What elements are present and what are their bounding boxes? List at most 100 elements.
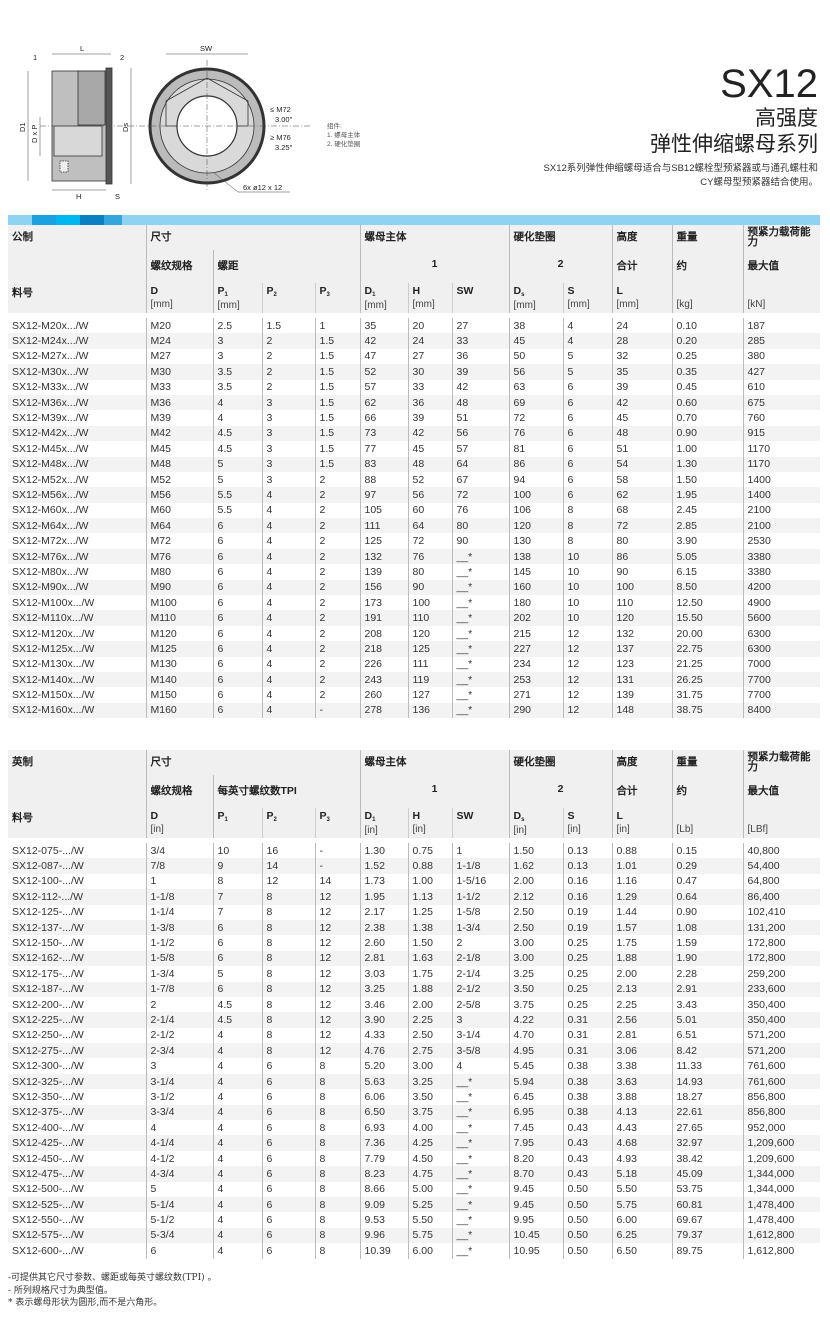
table-cell: 6 (212, 671, 262, 688)
col-symbol: D (364, 810, 373, 822)
table-cell: 1-1/4 (145, 904, 213, 920)
table-cell: 1.95 (359, 889, 408, 905)
table-cell: 380 (742, 348, 820, 365)
table-cell: 1,478,400 (742, 1212, 820, 1228)
table-cell: SX12-112-.../W (8, 889, 146, 905)
table-cell: 6 (261, 1243, 315, 1259)
table-cell: __* (451, 1135, 509, 1151)
table-cell: 260 (359, 687, 408, 703)
table-cell: 6 (212, 533, 262, 549)
table-cell: 80 (407, 564, 452, 580)
table-cell: 1,612,800 (742, 1243, 820, 1259)
table-cell: 5 (145, 1181, 213, 1197)
table-cell: 2 (314, 548, 360, 565)
col-symbol: H (412, 285, 421, 297)
table-cell: 36 (451, 348, 509, 365)
table-cell: 290 (508, 702, 563, 719)
table-cell: 72 (508, 410, 563, 426)
col-ds: Ds [in] (508, 808, 563, 838)
table-cell: 7 (212, 889, 262, 905)
table-cell: 4 (261, 671, 315, 688)
table-cell: 3 (261, 425, 315, 442)
table-cell: 1.00 (407, 873, 452, 890)
table-cell: __* (451, 1120, 509, 1136)
table-cell: M130 (145, 656, 213, 672)
table-cell: 761,600 (742, 1073, 820, 1090)
table-cell: 10 (562, 610, 612, 626)
table-cell: 1.52 (359, 858, 408, 874)
table-cell: 48 (611, 425, 672, 442)
table-cell: 1.30 (359, 843, 408, 859)
dim-sw-label: SW (200, 44, 213, 53)
table-cell: SX12-M30x.../W (8, 364, 146, 380)
table-cell: 8.50 (671, 579, 743, 596)
table-cell: - (314, 843, 360, 859)
unit-label: [Lb] (676, 824, 694, 835)
table-cell: 2-1/8 (451, 950, 509, 967)
table-cell: 5.94 (508, 1073, 563, 1090)
table-cell: 86,400 (742, 889, 820, 905)
table-cell: 6 (212, 641, 262, 657)
table-cell: 10.45 (508, 1227, 563, 1244)
table-cell: 0.16 (562, 889, 612, 905)
table-cell: 4.75 (407, 1166, 452, 1182)
component-legend: 组件: 1. 螺母主体 2. 硬化垫圈 (327, 122, 360, 149)
table-cell: 6 (261, 1166, 315, 1182)
table-cell: 5 (212, 456, 262, 472)
table-cell: 4 (212, 1181, 262, 1197)
header-part: 料号 (8, 808, 146, 838)
table-cell: __* (451, 610, 509, 626)
footnote: -可提供其它尺寸参数、螺距或每英寸螺纹数(TPI) 。 (8, 1273, 217, 1283)
table-cell: 102,410 (742, 904, 820, 920)
unit-label: [mm] (217, 300, 240, 311)
table-cell: 40,800 (742, 843, 820, 859)
table-cell: 22.75 (671, 641, 743, 657)
accent-block (80, 215, 104, 225)
table-cell: 2 (314, 564, 360, 580)
description-line: SX12系列弹性伸缩螺母适合与SB12螺栓型预紧器或与通孔螺柱和 (543, 163, 818, 174)
col-symbol: D (513, 810, 522, 822)
table-cell: 86 (508, 456, 563, 472)
spacer (8, 838, 820, 843)
legend-title: 组件: (327, 123, 342, 130)
table-cell: 8 (261, 966, 315, 982)
table-cell: 4 (261, 502, 315, 519)
table-cell: 24 (407, 333, 452, 349)
table-cell: 5 (212, 966, 262, 982)
table-cell: 156 (359, 579, 408, 596)
table-cell: 136 (407, 702, 452, 719)
table-cell: 100 (407, 595, 452, 611)
table-cell: 6 (562, 487, 612, 503)
table-cell: 6 (261, 1150, 315, 1167)
col-symbol: P (217, 810, 225, 822)
table-cell: 0.43 (562, 1135, 612, 1151)
table-row: SX12-375-.../W 3-3/4 4 6 8 6.50 3.75 __* 6.95 0.3… (8, 1104, 820, 1121)
unit-label: [kg] (676, 299, 693, 310)
table-cell: 4.76 (359, 1043, 408, 1059)
table-cell: 2 (314, 533, 360, 549)
table-cell: 0.70 (671, 410, 743, 426)
footnote: - 所列规格尺寸为典型值。 (8, 1285, 113, 1296)
table-cell: 0.31 (562, 1012, 612, 1028)
table-cell: 0.15 (671, 843, 743, 859)
table-cell: 2.50 (407, 1027, 452, 1044)
table-cell: 4 (212, 1166, 262, 1182)
m76-label: ≥ M76 (270, 133, 291, 142)
table-cell: 12 (562, 702, 612, 719)
table-cell: 2-1/2 (145, 1027, 213, 1044)
table-cell: SX12-187-.../W (8, 981, 146, 997)
table-cell: 0.45 (671, 379, 743, 395)
header-load: 预紧力载荷能力 (742, 750, 820, 775)
table-cell: 1.50 (671, 471, 743, 488)
table-cell: 6 (212, 687, 262, 703)
table-cell: 131,200 (742, 919, 820, 936)
table-cell: 6 (212, 625, 262, 642)
table-cell: SX12-M20x.../W (12, 319, 89, 332)
table-cell: 8.42 (671, 1043, 743, 1059)
table-cell: 2.56 (611, 1012, 672, 1028)
table-cell: 0.13 (562, 843, 612, 859)
table-cell: 675 (742, 394, 820, 411)
table-cell: 12 (314, 904, 360, 920)
table-cell: 5.63 (359, 1073, 408, 1090)
description-line: CY螺母型预紧器结合使用。 (700, 177, 818, 188)
